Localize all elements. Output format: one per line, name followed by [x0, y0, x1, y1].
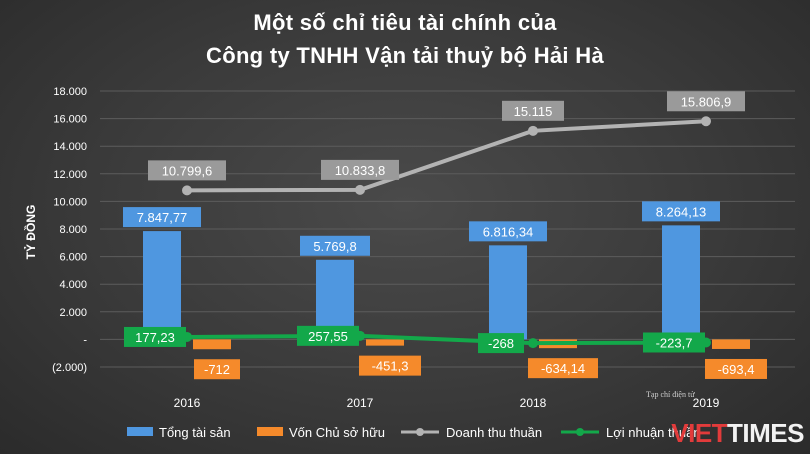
y-axis-ticks: (2.000) - 2.000 4.000 6.000 8.000 10.000 12.000… [52, 86, 87, 374]
label-tong-tai-san-box [300, 235, 370, 256]
label-tong-tai-san: 6.816,34 [483, 224, 534, 239]
label-von-chu-so-huu-box [359, 355, 421, 376]
y-tick-label: 16.000 [53, 114, 87, 126]
bar-tong-tai-san [489, 245, 527, 340]
label-loi-nhuan-thuan-box [297, 325, 359, 346]
label-von-chu-so-huu-box [528, 358, 598, 379]
label-loi-nhuan-thuan-box [478, 333, 524, 354]
x-tick-label: 2017 [347, 396, 374, 410]
label-von-chu-so-huu-box [194, 359, 240, 380]
legend-label: Lợi nhuận thuần [606, 425, 701, 440]
x-tick-label: 2018 [520, 396, 547, 410]
label-tong-tai-san-box [469, 221, 547, 242]
logo-part-1: VIET [671, 418, 728, 448]
vietimes-logo: VIETTIMES [671, 418, 804, 448]
point-doanh-thu-thuan [528, 125, 538, 136]
label-doanh-thu-thuan: 15.115 [514, 104, 553, 119]
y-tick-label: 10.000 [53, 196, 87, 208]
x-tick-label: 2019 [693, 396, 720, 410]
label-loi-nhuan-thuan: -268 [488, 336, 514, 351]
legend-item: Vốn Chủ sở hữu [257, 425, 385, 440]
source-credit: Tạp chí điện tử [646, 390, 695, 399]
legend-marker [576, 428, 584, 436]
label-doanh-thu-thuan-box [502, 100, 564, 121]
point-doanh-thu-thuan [355, 184, 365, 195]
legend-item: Tổng tài sản [127, 425, 231, 440]
label-tong-tai-san: 8.264,13 [656, 204, 707, 219]
logo-part-2: TIMES [727, 418, 804, 448]
bar-von-chu-so-huu [193, 339, 231, 350]
label-doanh-thu-thuan: 15.806,9 [681, 94, 732, 109]
y-tick-label: 2.000 [59, 307, 87, 319]
point-doanh-thu-thuan [701, 116, 711, 127]
point-doanh-thu-thuan [182, 185, 192, 196]
bar-series [143, 225, 750, 350]
label-doanh-thu-thuan: 10.799,6 [162, 163, 213, 178]
bar-tong-tai-san [143, 231, 181, 340]
chart-title: Một số chỉ tiêu tài chính của Công ty TN… [0, 6, 810, 72]
legend-item: Doanh thu thuần [401, 425, 542, 440]
data-labels: 7.847,77 -712 10.799,6 177,23 5.769,8 -451,3 1… [123, 91, 767, 380]
y-axis-label: TỶ ĐỒNG [23, 205, 38, 260]
legend-swatch [257, 427, 283, 436]
bar-von-chu-so-huu [712, 339, 750, 349]
legend-label: Doanh thu thuần [446, 425, 542, 440]
label-tong-tai-san: 5.769,8 [313, 239, 356, 254]
label-doanh-thu-thuan-box [321, 159, 399, 180]
label-von-chu-so-huu: -451,3 [372, 359, 409, 374]
line-series [182, 116, 711, 349]
y-tick-label: 18.000 [53, 86, 87, 98]
label-von-chu-so-huu-box [705, 358, 767, 379]
label-loi-nhuan-thuan: -223,7 [656, 335, 693, 350]
x-tick-label: 2016 [174, 396, 201, 410]
label-loi-nhuan-thuan-box [124, 326, 186, 347]
label-von-chu-so-huu: -693,4 [718, 362, 755, 377]
label-loi-nhuan-thuan-box [643, 332, 705, 353]
chart-title-line-2: Công ty TNHH Vận tải thuỷ bộ Hải Hà [206, 43, 604, 68]
x-axis-ticks: 2016 2017 2018 2019 [174, 396, 720, 410]
label-doanh-thu-thuan-box [667, 91, 745, 112]
legend-label: Vốn Chủ sở hữu [289, 425, 385, 440]
legend-swatch [127, 427, 153, 436]
label-loi-nhuan-thuan: 177,23 [135, 330, 175, 345]
y-tick-label: (2.000) [52, 362, 87, 374]
legend-marker [416, 428, 424, 436]
label-doanh-thu-thuan-box [148, 160, 226, 181]
label-von-chu-so-huu: -634,14 [541, 361, 585, 376]
y-tick-label: 4.000 [59, 279, 87, 291]
label-doanh-thu-thuan: 10.833,8 [335, 163, 386, 178]
label-loi-nhuan-thuan: 257,55 [308, 329, 348, 344]
y-tick-label: 14.000 [53, 141, 87, 153]
chart-title-line-1: Một số chỉ tiêu tài chính của [253, 10, 557, 35]
legend-label: Tổng tài sản [159, 425, 231, 440]
y-tick-label: 12.000 [53, 169, 87, 181]
label-tong-tai-san: 7.847,77 [137, 210, 188, 225]
line-doanh-thu-thuan [186, 119, 707, 193]
legend-item: Lợi nhuận thuần [561, 425, 701, 440]
y-tick-label: - [83, 334, 87, 346]
label-tong-tai-san-box [123, 207, 201, 228]
bar-von-chu-so-huu [366, 339, 404, 346]
bar-tong-tai-san [662, 225, 700, 340]
y-tick-label: 6.000 [59, 252, 87, 264]
label-von-chu-so-huu: -712 [204, 362, 230, 377]
line-loi-nhuan-thuan [186, 333, 707, 346]
y-tick-label: 8.000 [59, 224, 87, 236]
point-loi-nhuan-thuan [528, 338, 538, 349]
legend: Tổng tài sản Vốn Chủ sở hữu Doanh thu thuầ… [127, 425, 701, 440]
label-tong-tai-san-box [642, 201, 720, 222]
